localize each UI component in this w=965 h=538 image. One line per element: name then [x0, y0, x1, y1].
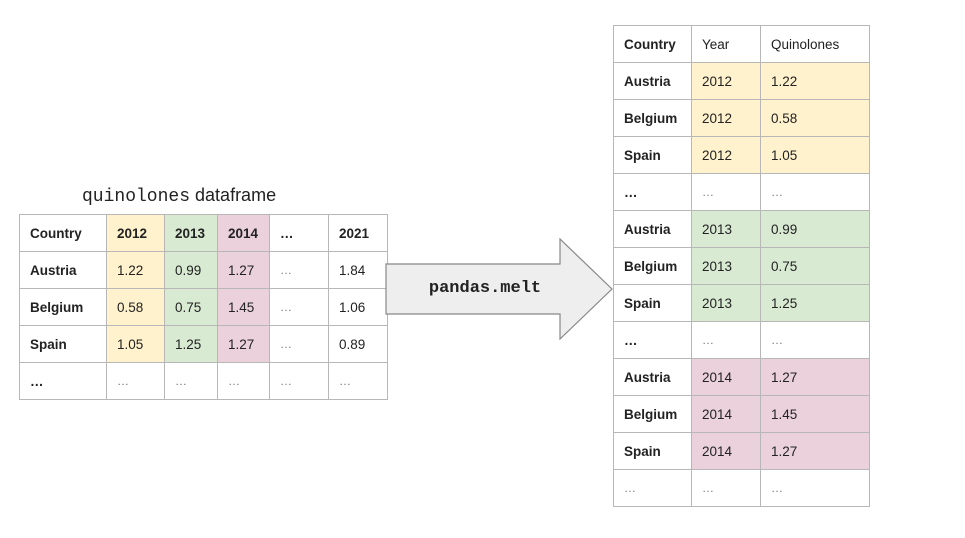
wide-cell: …: [269, 325, 329, 363]
dataframe-caption-suffix: dataframe: [190, 185, 277, 205]
long-cell: …: [691, 173, 761, 211]
table-row: Austria 2013 0.99: [613, 210, 870, 248]
long-cell: 2014: [691, 432, 761, 470]
wide-header-country: Country: [19, 214, 107, 252]
long-table-header-row: Country Year Quinolones: [613, 25, 870, 63]
melt-arrow-icon: [385, 238, 613, 340]
long-cell-country: …: [613, 173, 692, 211]
wide-cell-country: …: [19, 362, 107, 400]
dataframe-name: quinolones: [82, 187, 191, 207]
table-row: Austria 1.22 0.99 1.27 … 1.84: [19, 251, 388, 289]
long-header-quinolones: Quinolones: [760, 25, 870, 63]
table-row: … … …: [613, 321, 870, 359]
wide-table: Country 2012 2013 2014 … 2021 Austria 1.…: [19, 214, 388, 400]
long-cell: …: [691, 469, 761, 507]
wide-cell: 1.06: [328, 288, 388, 326]
wide-cell: …: [328, 362, 388, 400]
wide-cell: 0.75: [164, 288, 218, 326]
wide-cell: 1.45: [217, 288, 270, 326]
long-cell: 0.99: [760, 210, 870, 248]
table-row: Austria 2012 1.22: [613, 62, 870, 100]
wide-header-2021: 2021: [328, 214, 388, 252]
long-cell: 1.25: [760, 284, 870, 322]
wide-cell: 1.84: [328, 251, 388, 289]
long-cell: …: [760, 469, 870, 507]
wide-header-2012: 2012: [106, 214, 165, 252]
long-cell-country: Austria: [613, 210, 692, 248]
wide-cell: …: [164, 362, 218, 400]
table-row: Spain 2013 1.25: [613, 284, 870, 322]
wide-cell: 1.27: [217, 325, 270, 363]
wide-cell: …: [269, 251, 329, 289]
wide-header-2013: 2013: [164, 214, 218, 252]
long-cell: 2014: [691, 358, 761, 396]
wide-cell: …: [269, 362, 329, 400]
wide-cell-country: Spain: [19, 325, 107, 363]
wide-cell: …: [269, 288, 329, 326]
long-cell: 1.45: [760, 395, 870, 433]
wide-cell-country: Belgium: [19, 288, 107, 326]
wide-cell: 1.22: [106, 251, 165, 289]
table-row: Belgium 2012 0.58: [613, 99, 870, 137]
table-row: Spain 1.05 1.25 1.27 … 0.89: [19, 325, 388, 363]
long-cell-country: Spain: [613, 284, 692, 322]
wide-cell: 1.25: [164, 325, 218, 363]
wide-cell-country: Austria: [19, 251, 107, 289]
long-cell-country: Spain: [613, 136, 692, 174]
table-row: … … … … … …: [19, 362, 388, 400]
table-row: Belgium 2014 1.45: [613, 395, 870, 433]
long-cell: 1.05: [760, 136, 870, 174]
wide-cell: …: [217, 362, 270, 400]
long-cell: 0.58: [760, 99, 870, 137]
long-cell-country: Austria: [613, 358, 692, 396]
long-cell: 2013: [691, 247, 761, 285]
long-cell: 2013: [691, 284, 761, 322]
wide-cell: 0.99: [164, 251, 218, 289]
long-cell: 0.75: [760, 247, 870, 285]
long-cell-country: Belgium: [613, 395, 692, 433]
dataframe-caption: quinolones dataframe: [82, 185, 276, 207]
long-cell: 2014: [691, 395, 761, 433]
wide-cell: …: [106, 362, 165, 400]
long-cell-country: Belgium: [613, 99, 692, 137]
arrow-label: pandas.melt: [428, 279, 542, 298]
long-cell: 1.22: [760, 62, 870, 100]
long-cell-country: Austria: [613, 62, 692, 100]
table-row: Spain 2014 1.27: [613, 432, 870, 470]
table-row: Belgium 0.58 0.75 1.45 … 1.06: [19, 288, 388, 326]
long-cell: …: [691, 321, 761, 359]
table-row: Spain 2012 1.05: [613, 136, 870, 174]
wide-table-header-row: Country 2012 2013 2014 … 2021: [19, 214, 388, 252]
long-cell-country: …: [613, 321, 692, 359]
long-table: Country Year Quinolones Austria 2012 1.2…: [613, 25, 870, 507]
table-row: … … …: [613, 173, 870, 211]
wide-cell: 1.05: [106, 325, 165, 363]
long-cell-country: Belgium: [613, 247, 692, 285]
long-cell: 2012: [691, 99, 761, 137]
long-cell-country: Spain: [613, 432, 692, 470]
long-cell: …: [760, 321, 870, 359]
table-row: Belgium 2013 0.75: [613, 247, 870, 285]
wide-cell: 0.89: [328, 325, 388, 363]
long-cell: 2012: [691, 136, 761, 174]
wide-cell: 0.58: [106, 288, 165, 326]
long-header-country: Country: [613, 25, 692, 63]
long-header-year: Year: [691, 25, 761, 63]
wide-header-ellipsis: …: [269, 214, 329, 252]
wide-header-2014: 2014: [217, 214, 270, 252]
long-cell-country: …: [613, 469, 692, 507]
long-cell: 2012: [691, 62, 761, 100]
long-cell: 2013: [691, 210, 761, 248]
long-cell: 1.27: [760, 432, 870, 470]
table-row: … … …: [613, 469, 870, 507]
wide-cell: 1.27: [217, 251, 270, 289]
table-row: Austria 2014 1.27: [613, 358, 870, 396]
long-cell: 1.27: [760, 358, 870, 396]
long-cell: …: [760, 173, 870, 211]
